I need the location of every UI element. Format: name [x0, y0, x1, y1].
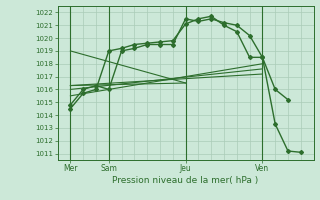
X-axis label: Pression niveau de la mer( hPa ): Pression niveau de la mer( hPa )	[112, 176, 259, 185]
